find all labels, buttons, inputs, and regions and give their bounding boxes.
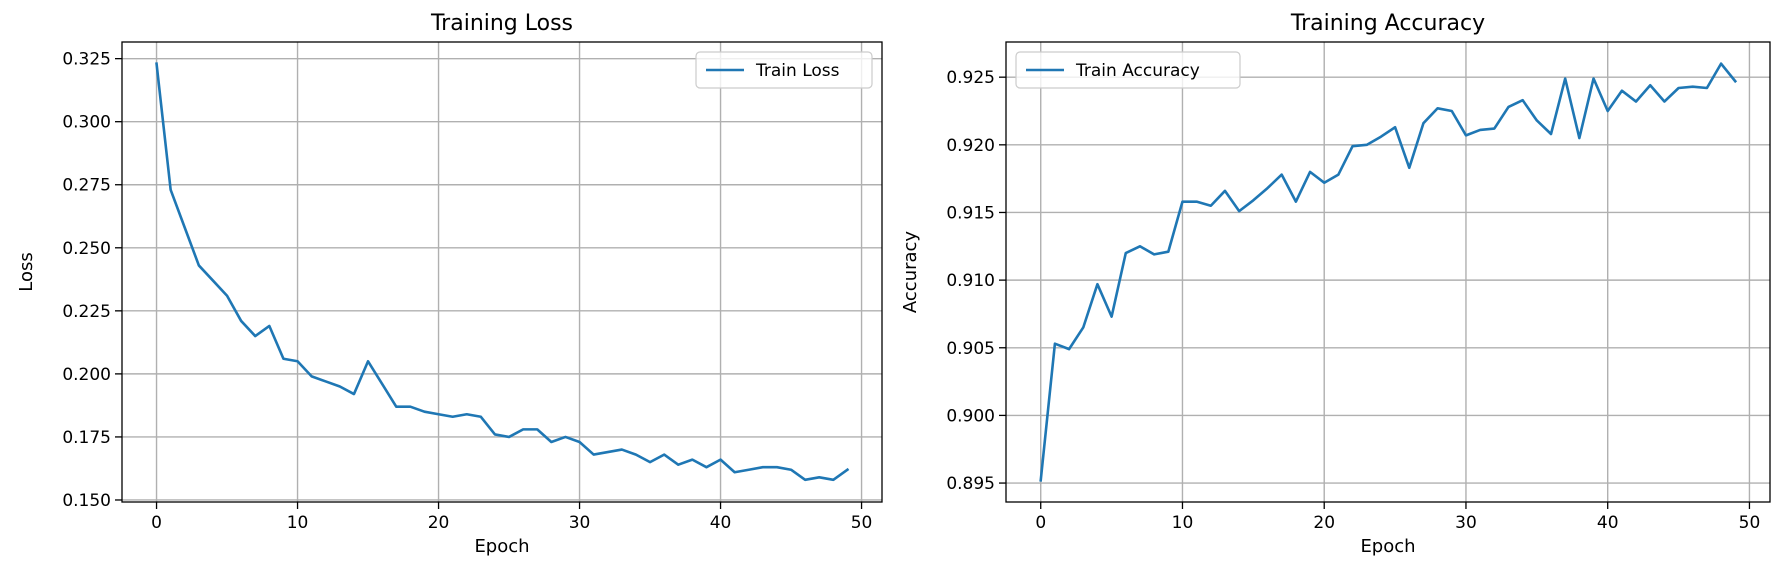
accuracy-chart: 0 10 20 30 40 50 0.895 0.900 0.905 0.910 0.915 0.92… <box>900 11 1771 557</box>
accuracy-x-tick-label: 30 <box>1455 513 1477 533</box>
accuracy-y-tick-label: 0.920 <box>946 136 995 156</box>
loss-y-tick-label: 0.200 <box>62 365 111 385</box>
loss-x-tick-label: 50 <box>851 513 873 533</box>
loss-series-line <box>155 62 850 482</box>
accuracy-y-tick-label: 0.900 <box>946 406 995 426</box>
accuracy-x-tick-label: 20 <box>1313 513 1335 533</box>
accuracy-plot-frame <box>1005 41 1771 503</box>
loss-y-tick-label: 0.175 <box>62 428 111 448</box>
accuracy-y-axis-label: Accuracy <box>900 231 921 314</box>
loss-x-tick-label: 10 <box>287 513 309 533</box>
loss-y-tick-label: 0.250 <box>62 239 111 259</box>
accuracy-chart-title: Training Accuracy <box>1290 11 1485 36</box>
loss-x-tick-label: 30 <box>569 513 591 533</box>
accuracy-y-tick-label: 0.910 <box>946 271 995 291</box>
accuracy-y-tick-label: 0.915 <box>946 203 995 223</box>
loss-y-axis-label: Loss <box>16 252 37 291</box>
accuracy-y-tick-label: 0.895 <box>946 474 995 494</box>
accuracy-legend-box <box>1015 51 1241 89</box>
loss-legend-label: Train Loss <box>755 61 840 81</box>
loss-chart-title: Training Loss <box>430 11 573 36</box>
loss-y-tick-label: 0.275 <box>62 176 111 196</box>
accuracy-legend-label: Train Accuracy <box>1075 61 1200 81</box>
loss-y-tick-label: 0.325 <box>62 50 111 70</box>
accuracy-x-tick-label: 40 <box>1597 513 1619 533</box>
accuracy-x-tick-label: 10 <box>1172 513 1194 533</box>
accuracy-x-axis-label: Epoch <box>1360 536 1415 557</box>
accuracy-y-tick-label: 0.925 <box>946 68 995 88</box>
loss-plot-frame <box>121 41 883 503</box>
loss-y-tick-label: 0.225 <box>62 302 111 322</box>
accuracy-series-line <box>1039 62 1738 482</box>
accuracy-legend: Train Accuracy <box>1015 51 1241 89</box>
loss-x-tick-label: 20 <box>428 513 450 533</box>
loss-legend: Train Loss <box>695 51 873 89</box>
loss-x-tick-label: 0 <box>151 513 162 533</box>
loss-x-axis-label: Epoch <box>474 536 529 557</box>
loss-chart: 0 10 20 30 40 50 0.150 0.175 0.200 0.225 0.250 0.27… <box>16 11 883 557</box>
accuracy-x-tick-label: 50 <box>1739 513 1761 533</box>
loss-legend-box <box>695 51 873 89</box>
accuracy-x-tick-label: 0 <box>1035 513 1046 533</box>
accuracy-y-tick-label: 0.905 <box>946 339 995 359</box>
loss-y-tick-label: 0.300 <box>62 113 111 133</box>
loss-y-tick-label: 0.150 <box>62 491 111 511</box>
loss-x-tick-label: 40 <box>710 513 732 533</box>
